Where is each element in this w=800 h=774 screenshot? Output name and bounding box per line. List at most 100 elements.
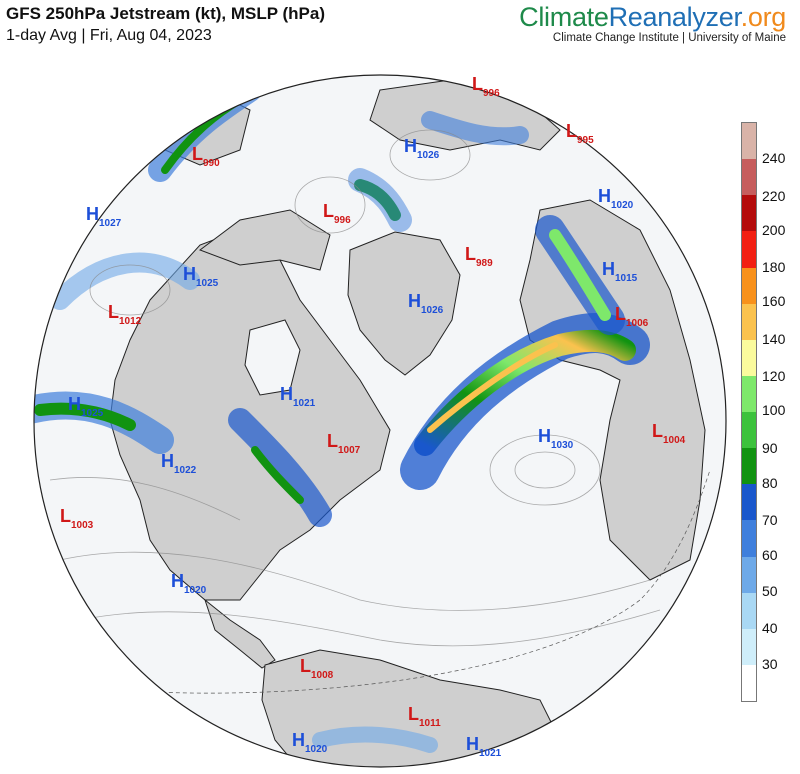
colorbar-label: 160 [762, 293, 786, 309]
high-pressure-label: H1027 [86, 204, 122, 229]
low-pressure-label: L1008 [300, 656, 334, 681]
high-pressure-label: H1026 [404, 136, 440, 161]
pressure-value: 996 [334, 215, 351, 226]
pressure-type: H [183, 264, 196, 284]
high-pressure-label: H1020 [292, 730, 328, 755]
low-pressure-label: L990 [192, 144, 220, 169]
colorbar-segment [742, 664, 756, 701]
pressure-value: 1030 [551, 440, 574, 451]
pressure-value: 989 [476, 258, 493, 269]
map-subtitle: 1-day Avg | Fri, Aug 04, 2023 [6, 27, 212, 44]
pressure-type: L [60, 506, 71, 526]
pressure-type: L [108, 302, 119, 322]
pressure-type: H [404, 136, 417, 156]
brand-part-climate: Climate [519, 2, 609, 32]
colorbar-segment [742, 448, 756, 485]
low-pressure-label: L1007 [327, 431, 361, 456]
colorbar-label: 140 [762, 331, 786, 347]
colorbar-label: 30 [762, 656, 778, 672]
pressure-value: 1011 [419, 718, 441, 729]
pressure-value: 1006 [626, 318, 649, 329]
pressure-value: 1015 [615, 273, 638, 284]
streamlines [49, 129, 661, 647]
colorbar-label: 240 [762, 150, 786, 166]
colorbar-label: 60 [762, 547, 778, 563]
pressure-value: 1021 [479, 748, 502, 759]
pressure-type: H [602, 259, 615, 279]
globe-outline [33, 74, 727, 768]
pressure-type: H [598, 186, 611, 206]
brand-part-org: .org [740, 2, 787, 32]
pressure-type: L [408, 704, 419, 724]
colorbar-segment [742, 375, 756, 412]
low-pressure-label: L1006 [615, 304, 649, 329]
pressure-value: 1026 [417, 150, 440, 161]
pressure-value: 1003 [71, 520, 94, 531]
colorbar-segment [742, 267, 756, 304]
high-pressure-label: H1020 [598, 186, 634, 211]
pressure-value: 990 [203, 158, 220, 169]
colorbar-segment [742, 231, 756, 268]
pressure-type: L [566, 121, 577, 141]
jetstream-bands [34, 78, 650, 753]
pressure-value: 1025 [81, 408, 104, 419]
colorbar-label: 180 [762, 259, 786, 275]
colorbar-label: 80 [762, 475, 778, 491]
pressure-type: H [161, 451, 174, 471]
pressure-type: H [408, 291, 421, 311]
pressure-value: 996 [483, 88, 500, 99]
colorbar-segment [742, 339, 756, 376]
pressure-value: 1020 [184, 585, 207, 596]
colorbar-segment [742, 303, 756, 340]
pressure-type: L [465, 244, 476, 264]
colorbar-label: 50 [762, 583, 778, 599]
pressure-value: 1027 [99, 218, 122, 229]
colorbar-label: 120 [762, 368, 786, 384]
pressure-value: 1021 [293, 398, 316, 409]
high-pressure-label: H1025 [183, 264, 219, 289]
low-pressure-label: L1003 [60, 506, 94, 531]
colorbar [741, 122, 757, 702]
high-pressure-label: H1020 [171, 571, 207, 596]
pressure-type: H [86, 204, 99, 224]
pressure-type: H [538, 426, 551, 446]
pressure-value: 1020 [611, 200, 634, 211]
colorbar-label: 220 [762, 188, 786, 204]
colorbar-segment [742, 159, 756, 196]
pressure-type: L [192, 144, 203, 164]
brand-affiliation: Climate Change Institute | University of… [552, 32, 786, 44]
high-pressure-label: H1022 [161, 451, 197, 476]
greenland [347, 231, 461, 376]
colorbar-label: 90 [762, 440, 778, 456]
low-pressure-label: L996 [472, 74, 500, 99]
pressure-value: 1022 [174, 465, 197, 476]
colorbar-segment [742, 195, 756, 232]
map-title: GFS 250hPa Jetstream (kt), MSLP (hPa) [6, 4, 326, 23]
low-pressure-label: L1004 [652, 421, 686, 446]
pressure-type: H [171, 571, 184, 591]
pressure-type: L [652, 421, 663, 441]
pressure-value: 1012 [119, 316, 142, 327]
pressure-value: 1007 [338, 445, 361, 456]
pressure-value: 1004 [663, 435, 686, 446]
pressure-type: H [292, 730, 305, 750]
canadian-arctic [198, 209, 331, 271]
pressure-value: 1008 [311, 670, 334, 681]
pressure-type: L [300, 656, 311, 676]
high-pressure-label: H1015 [602, 259, 638, 284]
colorbar-label: 100 [762, 402, 786, 418]
high-pressure-label: H1026 [408, 291, 444, 316]
low-pressure-label: L995 [566, 121, 594, 146]
low-pressure-label: L989 [465, 244, 493, 269]
low-pressure-label: L1011 [408, 704, 441, 729]
colorbar-segment [742, 592, 756, 629]
high-pressure-label: H1025 [68, 394, 104, 419]
pressure-type: L [615, 304, 626, 324]
pressure-type: H [280, 384, 293, 404]
pressure-type: L [323, 201, 334, 221]
brand-logo[interactable]: ClimateReanalyzer.org [519, 2, 786, 33]
colorbar-label: 70 [762, 512, 778, 528]
pressure-type: H [68, 394, 81, 414]
high-pressure-label: H1021 [466, 734, 502, 759]
